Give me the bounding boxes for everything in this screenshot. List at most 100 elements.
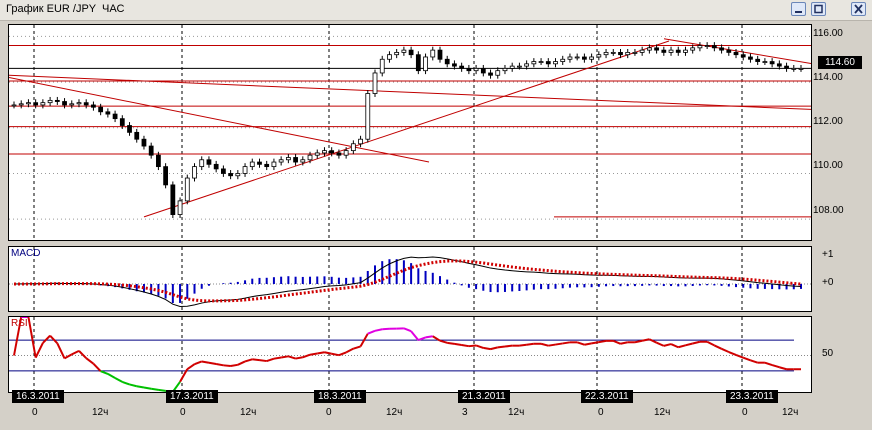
candle-body: [300, 159, 306, 163]
candle-body: [574, 56, 580, 59]
candle-body: [379, 58, 385, 74]
rsi-line-segment: [713, 344, 723, 350]
candle-body: [567, 56, 573, 60]
candle-body: [726, 49, 732, 53]
date-label: 16.3.2011: [12, 390, 64, 403]
candle-body: [632, 52, 638, 54]
rsi-line-segment: [468, 344, 477, 348]
rsi-line-segment: [367, 329, 376, 335]
candle-body: [488, 72, 493, 76]
candle-body: [249, 161, 255, 168]
candle-body: [639, 49, 645, 53]
rsi-line-segment: [454, 342, 462, 347]
macd-panel[interactable]: MACD: [8, 246, 812, 312]
current-price-tag: 114.60: [818, 56, 862, 69]
rsi-line-segment: [317, 351, 325, 355]
rsi-line-segment: [504, 344, 513, 348]
candle-body: [358, 138, 363, 145]
candle-body: [668, 49, 674, 53]
rsi-line-segment: [706, 340, 715, 347]
rsi-axis-label: 50: [822, 348, 834, 359]
maximize-button[interactable]: [811, 2, 826, 16]
candle-body: [473, 68, 479, 72]
candle-body: [141, 138, 147, 147]
maximize-icon: [814, 4, 823, 14]
candle-body: [220, 168, 226, 174]
candle-body: [69, 103, 75, 106]
candle-body: [596, 54, 602, 58]
rsi-line-segment: [114, 377, 123, 383]
candle-body: [408, 49, 414, 56]
rsi-line-segment: [27, 317, 37, 358]
rsi-line-segment: [186, 363, 196, 370]
candle-body: [740, 54, 746, 58]
candle-body: [40, 102, 46, 106]
rsi-line-segment: [663, 343, 672, 347]
candle-body: [545, 61, 551, 65]
rsi-line-segment: [34, 342, 44, 359]
candle-body: [690, 47, 696, 51]
candle-body: [285, 157, 291, 161]
candle-body: [394, 52, 400, 56]
close-button[interactable]: [851, 2, 866, 16]
trend-line: [143, 40, 670, 218]
candle-body: [697, 45, 703, 49]
hour-label: 12ч: [92, 407, 109, 418]
macd-line: [13, 256, 802, 308]
price-chart-panel[interactable]: [8, 24, 812, 241]
candle-body: [47, 99, 53, 104]
macd-axis-label: +0: [822, 277, 834, 288]
candle-body: [264, 163, 270, 168]
candle-body: [459, 65, 465, 69]
candle-body: [437, 49, 443, 60]
rsi-line-segment: [425, 335, 433, 339]
rsi-line-segment: [280, 355, 289, 359]
rsi-canvas: [9, 317, 811, 392]
candle-body: [625, 52, 631, 56]
rsi-line-segment: [215, 363, 224, 367]
rsi-line-segment: [490, 346, 498, 351]
date-label: 17.3.2011: [166, 390, 218, 403]
rsi-line-segment: [771, 364, 780, 369]
candle-body: [415, 54, 421, 72]
rsi-line-segment: [273, 356, 282, 360]
date-label: 23.3.2011: [726, 390, 778, 403]
hour-label: 0: [598, 407, 604, 418]
macd-axis-label: +1: [822, 249, 834, 260]
candle-body: [784, 65, 789, 69]
rsi-line-segment: [42, 334, 51, 344]
rsi-line-segment: [71, 349, 80, 356]
hour-label: 3: [462, 407, 468, 418]
rsi-line-segment: [158, 388, 166, 392]
candle-body: [675, 49, 681, 53]
rsi-line-segment: [151, 387, 159, 391]
rsi-line-segment: [779, 366, 787, 371]
rsi-line-segment: [252, 358, 260, 362]
rsi-line-segment: [374, 328, 383, 332]
candle-body: [430, 49, 436, 58]
rsi-line-segment: [526, 342, 534, 346]
rsi-line-segment: [591, 341, 600, 345]
candle-body: [423, 56, 428, 72]
candle-body: [748, 56, 753, 60]
minimize-button[interactable]: [791, 2, 806, 16]
rsi-line-segment: [288, 355, 296, 360]
rsi-line-segment: [64, 353, 73, 360]
rsi-line-segment: [483, 346, 491, 351]
macd-label: MACD: [11, 248, 41, 259]
candle-body: [762, 61, 768, 63]
candle-body: [192, 166, 197, 179]
rsi-line-segment: [728, 351, 737, 356]
rsi-label: RSI: [11, 318, 28, 329]
candle-body: [401, 49, 407, 53]
rsi-panel[interactable]: RSI: [8, 316, 812, 393]
rsi-line-segment: [735, 354, 744, 359]
rsi-line-segment: [475, 344, 484, 349]
candle-body: [350, 143, 356, 152]
rsi-line-segment: [410, 330, 420, 341]
candle-body: [582, 56, 587, 60]
candle-body: [509, 65, 515, 69]
candle-body: [206, 159, 212, 165]
rsi-line-segment: [721, 347, 730, 353]
candle-body: [235, 173, 241, 177]
